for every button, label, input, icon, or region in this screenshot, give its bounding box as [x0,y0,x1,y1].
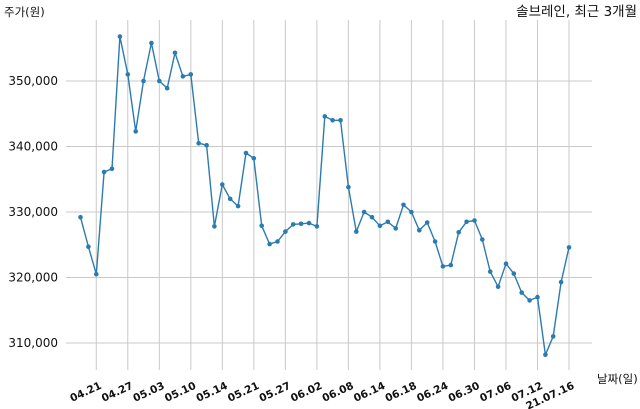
x-tick-label: 05.10 [163,380,198,405]
price-point [243,150,249,156]
price-line-layer [79,35,570,356]
x-tick-label: 05.27 [257,380,292,405]
y-tick-label: 340,000 [8,140,58,154]
price-point [448,262,454,268]
x-tick-label: 04.27 [100,380,135,405]
y-tick-label: 330,000 [8,205,58,219]
price-point [149,40,154,46]
price-point [440,264,446,269]
price-point [227,196,233,202]
price-point [464,219,469,225]
price-point [86,244,91,249]
x-tick-label: 04.21 [68,380,103,405]
grid-lines [66,20,592,370]
price-point [196,140,201,146]
price-point [527,298,532,303]
price-point [417,228,422,233]
price-point [109,166,115,172]
price-point [259,223,265,229]
price-point [235,203,241,209]
x-tick-label: 05.21 [226,380,261,405]
price-point [220,182,225,187]
price-point [535,294,540,300]
price-point [361,209,367,215]
price-point [472,218,477,223]
price-point [503,261,509,267]
price-point [519,290,524,295]
price-line [79,35,570,356]
y-tick-labels: 310,000 320,000 330,000 340,000 350,000 [8,74,58,350]
price-point [125,72,131,77]
price-point [141,78,146,84]
x-tick-label: 05.14 [194,380,229,405]
price-point [188,72,194,77]
price-point [290,222,296,227]
price-point [409,209,414,215]
price-point [377,223,383,229]
price-point [251,156,257,161]
x-tick-label: 06.24 [415,380,450,405]
price-point [275,239,280,244]
price-point [543,352,548,358]
price-point [78,214,83,220]
price-point [495,284,501,290]
price-point [314,224,320,229]
price-points-layer [78,34,572,358]
price-point [385,219,391,225]
x-axis-label: 날짜(일) [597,372,638,386]
y-axis-label: 주가(원) [4,5,45,19]
price-point [94,271,99,277]
price-point [550,334,556,339]
price-point [369,214,375,220]
x-tick-label: 07.06 [478,380,513,405]
price-point [172,50,178,56]
x-tick-labels: 04.2104.2705.0305.1005.1405.2105.2706.02… [68,380,576,409]
price-point [354,229,359,234]
price-point [330,118,335,123]
price-point [306,220,312,226]
x-tick-label: 06.18 [384,380,419,405]
price-point [511,271,517,276]
price-point [432,239,438,244]
price-point [456,230,462,235]
price-point [101,169,107,175]
x-tick-label: 06.14 [352,380,387,405]
price-point [180,74,186,79]
x-tick-label: 06.08 [320,380,355,405]
y-tick-label: 350,000 [8,74,58,88]
y-tick-label: 310,000 [8,336,58,350]
price-point [346,184,351,190]
price-point [117,34,123,39]
price-point [322,114,328,119]
price-point [133,129,138,134]
x-tick-label: 06.02 [289,380,324,405]
price-point [204,142,209,148]
price-point [283,229,288,234]
price-point [267,241,272,247]
price-point [212,224,217,229]
x-tick-label: 05.03 [131,380,166,405]
price-point [157,78,162,84]
price-point [558,279,564,285]
price-point [487,269,493,274]
x-tick-label: 06.30 [447,380,482,405]
price-point [393,226,399,231]
price-point [480,237,485,242]
y-tick-label: 320,000 [8,271,58,285]
price-point [338,118,343,123]
chart-title: 솔브레인, 최근 3개월 [516,4,637,20]
price-point [401,202,406,208]
price-point [566,245,572,250]
price-point [424,220,430,225]
price-point [298,221,304,227]
price-point [164,85,170,91]
